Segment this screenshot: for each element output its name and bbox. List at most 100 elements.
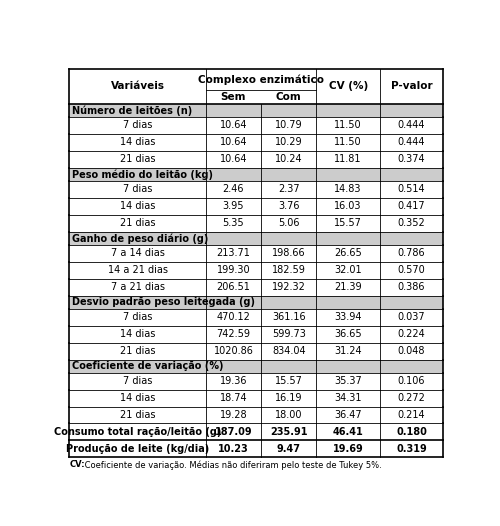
Text: 21 dias: 21 dias (120, 346, 156, 356)
Text: 21.39: 21.39 (334, 282, 362, 292)
Text: 36.65: 36.65 (334, 329, 362, 339)
Text: 10.64: 10.64 (220, 154, 247, 164)
Text: 21 dias: 21 dias (120, 218, 156, 228)
Text: 0.374: 0.374 (398, 154, 425, 164)
Bar (70, 360, 443, 372)
Text: 10.23: 10.23 (218, 444, 249, 454)
Text: 361.16: 361.16 (272, 312, 306, 322)
Text: 10.64: 10.64 (220, 120, 247, 130)
Text: 187.09: 187.09 (214, 427, 252, 437)
Text: 0.224: 0.224 (398, 329, 425, 339)
Text: CV:: CV: (70, 460, 85, 469)
Text: 35.37: 35.37 (334, 376, 362, 386)
Text: 213.71: 213.71 (216, 248, 250, 258)
Text: 0.386: 0.386 (398, 282, 425, 292)
Text: Produção de leite (kg/dia): Produção de leite (kg/dia) (66, 444, 210, 454)
Text: 206.51: 206.51 (216, 282, 250, 292)
Bar (70, 104, 443, 117)
Text: 742.59: 742.59 (216, 329, 250, 339)
Text: 7 dias: 7 dias (123, 120, 152, 130)
Text: 10.64: 10.64 (220, 137, 247, 147)
Text: 7 a 21 dias: 7 a 21 dias (110, 282, 164, 292)
Text: 7 a 14 dias: 7 a 14 dias (110, 248, 164, 258)
Text: 16.03: 16.03 (334, 201, 362, 211)
Text: 1020.86: 1020.86 (214, 346, 254, 356)
Text: 3.76: 3.76 (278, 201, 299, 211)
Text: 0.352: 0.352 (398, 218, 425, 228)
Text: 599.73: 599.73 (272, 329, 306, 339)
Text: 0.319: 0.319 (396, 444, 427, 454)
Text: 15.57: 15.57 (275, 376, 302, 386)
Text: 14 dias: 14 dias (120, 393, 156, 403)
Text: Peso médio do leitão (kg): Peso médio do leitão (kg) (72, 169, 213, 180)
Text: Coeficiente de variação. Médias não diferiram pelo teste de Tukey 5%.: Coeficiente de variação. Médias não dife… (82, 460, 382, 470)
Text: 7 dias: 7 dias (123, 312, 152, 322)
Text: 0.514: 0.514 (398, 185, 425, 195)
Text: P-valor: P-valor (390, 81, 432, 91)
Text: Com: Com (276, 92, 301, 102)
Text: 32.01: 32.01 (334, 265, 362, 275)
Text: 0.037: 0.037 (398, 312, 425, 322)
Text: 11.50: 11.50 (334, 120, 362, 130)
Text: 0.180: 0.180 (396, 427, 427, 437)
Text: CV (%): CV (%) (328, 81, 368, 91)
Text: 34.31: 34.31 (334, 393, 362, 403)
Text: 192.32: 192.32 (272, 282, 306, 292)
Text: 7 dias: 7 dias (123, 185, 152, 195)
Text: 470.12: 470.12 (216, 312, 250, 322)
Text: 18.74: 18.74 (220, 393, 248, 403)
Text: Consumo total ração/leitão (g): Consumo total ração/leitão (g) (54, 427, 222, 437)
Text: 31.24: 31.24 (334, 346, 362, 356)
Text: 5.06: 5.06 (278, 218, 299, 228)
Text: 0.214: 0.214 (398, 410, 425, 420)
Text: 198.66: 198.66 (272, 248, 306, 258)
Text: 0.444: 0.444 (398, 137, 425, 147)
Text: 15.57: 15.57 (334, 218, 362, 228)
Text: 834.04: 834.04 (272, 346, 306, 356)
Text: 19.36: 19.36 (220, 376, 247, 386)
Text: 11.81: 11.81 (334, 154, 362, 164)
Text: 5.35: 5.35 (222, 218, 244, 228)
Text: 46.41: 46.41 (333, 427, 364, 437)
Text: 0.106: 0.106 (398, 376, 425, 386)
Text: 7 dias: 7 dias (123, 376, 152, 386)
Bar (70, 68, 206, 104)
Text: 0.048: 0.048 (398, 346, 425, 356)
Text: 14 dias: 14 dias (120, 137, 156, 147)
Text: 21 dias: 21 dias (120, 154, 156, 164)
Text: 2.46: 2.46 (222, 185, 244, 195)
Text: 11.50: 11.50 (334, 137, 362, 147)
Text: 14 dias: 14 dias (120, 201, 156, 211)
Text: 10.24: 10.24 (275, 154, 302, 164)
Bar (70, 232, 443, 245)
Text: 199.30: 199.30 (216, 265, 250, 275)
Text: 3.95: 3.95 (222, 201, 244, 211)
Text: 0.272: 0.272 (398, 393, 425, 403)
Text: 33.94: 33.94 (334, 312, 362, 322)
Text: 10.79: 10.79 (275, 120, 302, 130)
Text: Ganho de peso diário (g): Ganho de peso diário (g) (72, 233, 208, 244)
Text: 21 dias: 21 dias (120, 410, 156, 420)
Text: Desvio padrão peso leitegada (g): Desvio padrão peso leitegada (g) (72, 297, 255, 307)
Text: 18.00: 18.00 (275, 410, 302, 420)
Text: 19.28: 19.28 (220, 410, 248, 420)
Text: 9.47: 9.47 (276, 444, 300, 454)
Text: 0.570: 0.570 (398, 265, 425, 275)
Text: 235.91: 235.91 (270, 427, 308, 437)
Text: 36.47: 36.47 (334, 410, 362, 420)
Text: Variáveis: Variáveis (110, 81, 164, 91)
Text: 0.417: 0.417 (398, 201, 425, 211)
Text: Coeficiente de variação (%): Coeficiente de variação (%) (72, 361, 224, 371)
Text: Complexo enzimático: Complexo enzimático (198, 74, 324, 85)
Text: Sem: Sem (220, 92, 246, 102)
Text: 14 a 21 dias: 14 a 21 dias (108, 265, 168, 275)
Text: 26.65: 26.65 (334, 248, 362, 258)
Text: 16.19: 16.19 (275, 393, 302, 403)
Text: 182.59: 182.59 (272, 265, 306, 275)
Text: Número de leitões (n): Número de leitões (n) (72, 105, 192, 116)
Bar (70, 168, 443, 181)
Text: 14 dias: 14 dias (120, 329, 156, 339)
Text: 14.83: 14.83 (334, 185, 362, 195)
Bar (70, 296, 443, 309)
Text: 0.786: 0.786 (398, 248, 425, 258)
